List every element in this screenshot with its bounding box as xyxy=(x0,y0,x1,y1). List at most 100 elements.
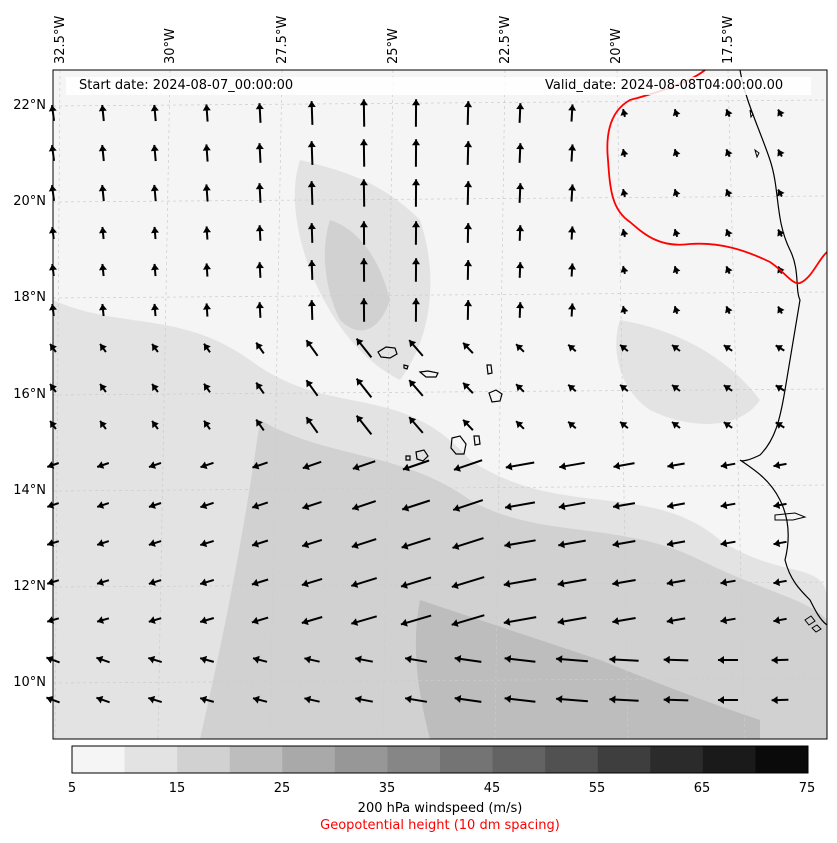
wind-vector-head xyxy=(516,421,524,429)
wind-vector-head xyxy=(401,541,409,550)
wind-vector-head xyxy=(253,655,260,664)
wind-vector-head xyxy=(252,501,260,510)
wind-vector-head xyxy=(200,695,208,704)
wind-vector-head xyxy=(200,616,208,625)
wind-vector-head xyxy=(777,109,785,117)
cape-verde-islands xyxy=(377,346,503,462)
wind-vector-head xyxy=(723,385,731,392)
wind-vector-head xyxy=(151,226,159,234)
wind-vector-head xyxy=(359,298,368,305)
wind-vector-head xyxy=(98,185,107,192)
wind-vector-head xyxy=(307,300,316,307)
colorbar-title: 200 hPa windspeed (m/s) xyxy=(357,801,523,816)
colorbar-tick-45: 45 xyxy=(483,781,501,796)
wind-vector-head xyxy=(775,345,783,352)
wind-vector-head xyxy=(148,539,156,547)
wind-vector-head xyxy=(672,189,681,197)
wind-vector-head xyxy=(151,263,159,271)
wind-vector-head xyxy=(98,105,107,112)
wind-vector-head xyxy=(672,385,680,392)
wind-vector-head xyxy=(516,225,525,232)
wind-vector-head xyxy=(204,420,211,428)
wind-vector-head xyxy=(720,461,728,470)
wind-vector-head xyxy=(100,420,107,429)
wind-vector-head xyxy=(412,258,420,265)
wind-vector-head xyxy=(672,266,681,274)
wind-vector-head xyxy=(301,617,309,626)
wind-vector-head xyxy=(620,344,628,352)
wind-vector-head xyxy=(301,579,309,588)
colorbar-tick-75: 75 xyxy=(798,781,816,796)
colorbar-border xyxy=(71,745,809,774)
wind-vector-head xyxy=(355,695,362,704)
lat-label-14n: 14°N xyxy=(13,483,46,498)
wind-vector-head xyxy=(503,579,511,588)
wind-vector-head xyxy=(725,189,733,197)
wind-vector-head xyxy=(620,306,629,313)
wind-vector-head xyxy=(200,539,208,548)
wind-vector-head xyxy=(252,461,260,470)
wind-vector-head xyxy=(405,695,412,704)
island-fogo xyxy=(415,449,429,462)
wind-vector-head xyxy=(568,104,577,111)
wind-vector-head xyxy=(47,539,55,547)
wind-vector-head xyxy=(725,306,733,314)
wind-vector-head xyxy=(97,461,105,469)
wind-vector-head xyxy=(777,149,785,157)
wind-vector-head xyxy=(149,501,156,509)
wind-vector-head xyxy=(302,502,310,511)
wind-vector-head xyxy=(559,462,566,471)
colorbar-segment xyxy=(72,746,126,773)
wind-vector-head xyxy=(454,695,462,703)
wind-vectors xyxy=(46,99,789,705)
wind-vector-head xyxy=(556,695,563,704)
wind-vector-head xyxy=(252,539,259,548)
wind-vector-head xyxy=(773,461,781,469)
wind-vector-head xyxy=(150,184,159,192)
colorbar-segment xyxy=(334,746,388,773)
wind-vector-head xyxy=(453,504,461,512)
wind-vector-head xyxy=(202,184,211,191)
valid-date-label: Valid_date: 2024-08-08T04:00:00.00 xyxy=(545,78,784,93)
lat-label-22n: 22°N xyxy=(13,98,46,113)
colorbar-segment xyxy=(755,746,809,773)
wind-vector-head xyxy=(402,463,410,472)
island-sao-vicente xyxy=(403,364,409,370)
wind-vector-head xyxy=(98,145,107,152)
wind-vector-head xyxy=(718,696,724,704)
wind-vector-head xyxy=(302,540,310,549)
wind-vector-head xyxy=(412,139,420,146)
wind-vector-head xyxy=(609,695,616,704)
wind-vector-head xyxy=(409,417,417,425)
colorbar-tick-5: 5 xyxy=(67,781,77,796)
wind-vector-head xyxy=(454,655,462,663)
lon-label-32-5w: 32.5°W xyxy=(53,15,68,64)
wind-vector-head xyxy=(307,141,316,148)
wind-vector-head xyxy=(96,655,104,664)
wind-vector-head xyxy=(516,103,525,110)
wind-vector-head xyxy=(402,503,410,512)
wind-vector-head xyxy=(557,617,565,626)
wind-vector-head xyxy=(463,382,471,390)
wind-vector-head xyxy=(464,260,473,267)
wind-vector-head xyxy=(405,655,412,664)
wind-vector-head xyxy=(725,149,733,157)
wind-vector-head xyxy=(255,302,264,309)
colorbar-segment xyxy=(597,746,651,773)
geopotential-height-contour xyxy=(606,69,828,284)
wind-vector-head xyxy=(516,384,524,392)
wind-vector-head xyxy=(203,303,211,310)
wind-vector-head xyxy=(152,343,159,352)
lon-label-30w: 30°W xyxy=(163,28,178,64)
colorbar-segment xyxy=(387,746,441,773)
wind-vector-head xyxy=(256,342,263,350)
wind-vector-head xyxy=(47,616,55,624)
island-maio xyxy=(473,435,481,446)
wind-vector-head xyxy=(256,419,263,427)
lat-label-18n: 18°N xyxy=(13,290,46,305)
wind-vector-head xyxy=(412,99,420,106)
wind-vector-head xyxy=(720,578,728,587)
coastline-gambia xyxy=(774,512,807,521)
wind-vector-head xyxy=(666,616,674,625)
